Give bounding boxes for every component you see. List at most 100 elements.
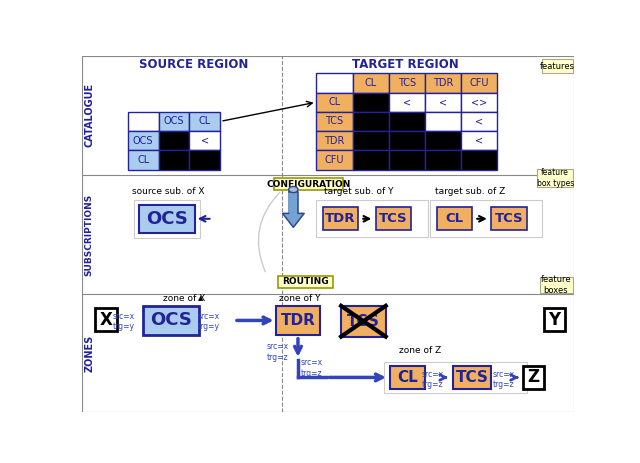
Bar <box>316 93 353 112</box>
Bar <box>523 366 545 389</box>
Text: TDR: TDR <box>433 78 453 88</box>
Bar <box>461 93 497 112</box>
Bar <box>159 150 189 169</box>
Bar <box>461 112 497 131</box>
Text: src=x
trg=y: src=x trg=y <box>113 312 135 331</box>
Text: CL: CL <box>365 78 377 88</box>
Text: TCS: TCS <box>495 213 524 225</box>
Bar <box>425 131 461 150</box>
Bar <box>461 73 497 93</box>
Text: CL: CL <box>137 155 149 165</box>
Text: OCS: OCS <box>164 116 184 126</box>
Bar <box>316 200 428 237</box>
Bar <box>538 169 573 187</box>
Text: <: < <box>439 97 447 107</box>
Text: Z: Z <box>527 369 540 387</box>
Bar <box>389 112 425 131</box>
Bar <box>492 207 527 231</box>
Bar <box>425 112 461 131</box>
Bar <box>316 73 353 93</box>
Bar <box>341 306 386 337</box>
Bar <box>540 277 573 293</box>
Text: ▲: ▲ <box>198 295 204 301</box>
Text: TARGET REGION: TARGET REGION <box>351 57 458 70</box>
Text: TDR: TDR <box>280 313 316 328</box>
Bar <box>452 366 492 389</box>
Text: TCS: TCS <box>326 116 344 126</box>
Bar <box>316 131 353 150</box>
Text: OCS: OCS <box>133 136 154 146</box>
Bar <box>384 362 527 393</box>
Bar <box>316 112 353 131</box>
Bar <box>95 308 117 331</box>
Text: zone of Y: zone of Y <box>279 294 320 303</box>
Text: TCS: TCS <box>347 314 380 329</box>
Bar <box>389 150 425 169</box>
Text: CL: CL <box>328 97 340 107</box>
Text: src=x
trg=z: src=x trg=z <box>301 358 323 378</box>
Text: feature
boxes: feature boxes <box>541 275 572 295</box>
Bar <box>389 93 425 112</box>
Text: target sub. of Y: target sub. of Y <box>324 188 394 196</box>
Text: CL: CL <box>445 213 463 225</box>
Text: CFU: CFU <box>324 155 344 165</box>
Bar <box>128 150 159 169</box>
Bar <box>316 150 353 169</box>
Bar <box>425 73 461 93</box>
Text: CATALOGUE: CATALOGUE <box>84 83 94 147</box>
Bar <box>353 73 389 93</box>
Bar <box>543 308 565 331</box>
Text: src=x
trg=z: src=x trg=z <box>493 370 515 389</box>
Bar <box>461 150 497 169</box>
Text: features: features <box>540 62 575 71</box>
Bar <box>189 150 220 169</box>
Text: <: < <box>476 136 483 146</box>
Bar <box>431 200 542 237</box>
Text: src=x
trg=y: src=x trg=y <box>198 312 220 331</box>
Bar <box>278 276 333 288</box>
Text: zone of Z: zone of Z <box>399 346 442 355</box>
Polygon shape <box>283 192 304 227</box>
Bar <box>436 207 472 231</box>
Bar <box>276 306 319 335</box>
Bar <box>323 207 358 231</box>
Bar <box>134 200 200 238</box>
Text: SUBSCRIPTIONS: SUBSCRIPTIONS <box>84 194 94 275</box>
Bar <box>425 93 461 112</box>
Bar <box>140 205 195 233</box>
Text: target sub. of Z: target sub. of Z <box>435 188 506 196</box>
Bar <box>353 131 389 150</box>
Bar <box>189 112 220 131</box>
Text: CL: CL <box>397 370 418 385</box>
Text: CFU: CFU <box>470 78 489 88</box>
Bar <box>542 59 573 73</box>
Bar <box>353 112 389 131</box>
Text: TDR: TDR <box>324 136 345 146</box>
Text: src=x
trg=z: src=x trg=z <box>422 370 444 389</box>
Text: Y: Y <box>548 311 561 329</box>
Bar <box>159 131 189 150</box>
Text: X: X <box>100 311 113 329</box>
Text: <: < <box>403 97 411 107</box>
Text: <: < <box>201 136 209 146</box>
Text: TCS: TCS <box>398 78 416 88</box>
Text: feature
box types: feature box types <box>536 168 574 188</box>
Bar <box>159 112 189 131</box>
Bar <box>390 366 425 389</box>
Bar <box>353 150 389 169</box>
Bar <box>376 207 411 231</box>
Text: TCS: TCS <box>456 370 488 385</box>
Bar <box>143 306 198 335</box>
Text: OCS: OCS <box>146 210 188 228</box>
Ellipse shape <box>289 187 298 193</box>
Text: ZONES: ZONES <box>84 335 94 372</box>
Text: TCS: TCS <box>379 213 408 225</box>
Text: CL: CL <box>198 116 211 126</box>
Text: SOURCE REGION: SOURCE REGION <box>139 57 248 70</box>
Bar <box>353 93 389 112</box>
Bar <box>425 150 461 169</box>
Bar <box>461 131 497 150</box>
Text: OCS: OCS <box>150 312 192 330</box>
Text: CONFIGURATION: CONFIGURATION <box>267 180 351 188</box>
Bar <box>389 73 425 93</box>
